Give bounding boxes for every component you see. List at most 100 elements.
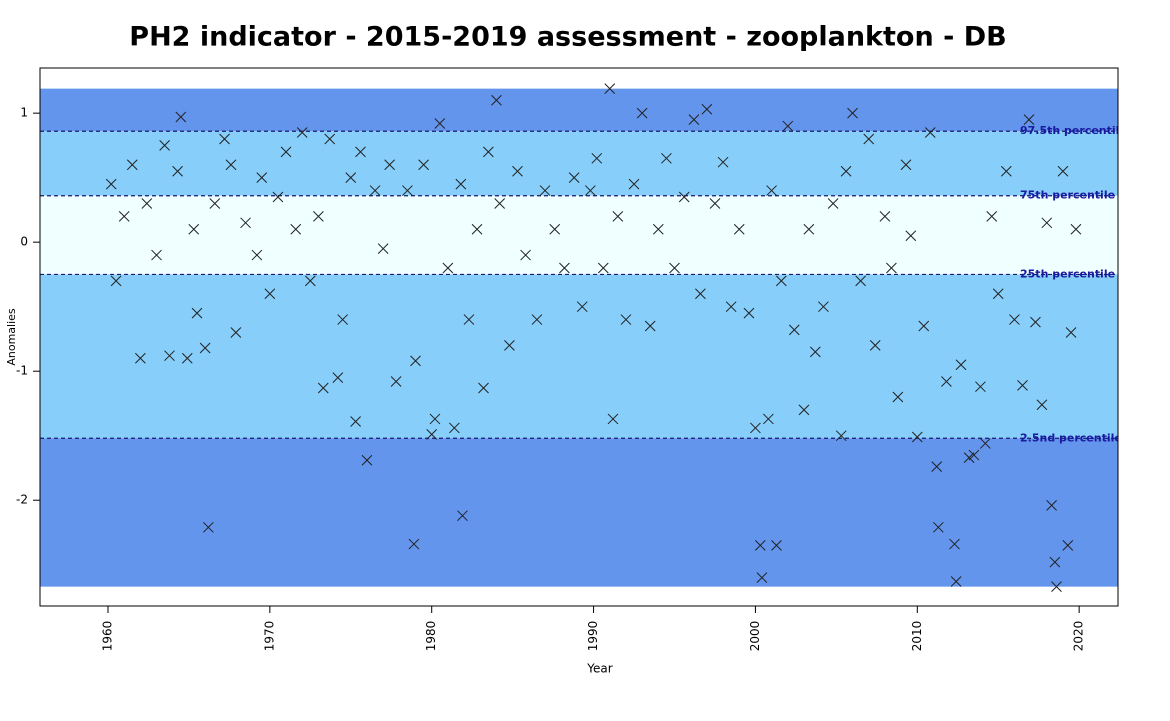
point [549,223,561,235]
point [604,83,616,94]
point [1070,223,1082,235]
point [225,159,237,171]
point [442,262,454,274]
percentile-label: 2.5nd percentile [1020,431,1122,444]
point [950,576,962,587]
point [251,249,263,261]
point [355,146,366,158]
point [911,431,923,443]
y-tick-label: -1 [16,364,28,378]
point [240,217,251,229]
point [520,249,531,261]
point [1046,500,1057,511]
band [40,131,1118,196]
point [1049,556,1061,568]
point [429,413,441,425]
y-tick-label: -2 [16,493,28,507]
point [483,146,494,158]
point [743,307,755,319]
x-tick-label: 2010 [910,621,924,652]
band [40,195,1118,275]
point [756,572,768,583]
point [1062,540,1074,551]
point [199,342,211,354]
point [434,118,446,129]
point [941,376,952,387]
point [1057,165,1069,177]
point [568,172,580,184]
point [900,159,912,171]
point [202,521,214,533]
band [40,274,1118,439]
chart-title: PH2 indicator - 2015-2019 assessment - z… [129,22,1006,53]
point [1009,314,1020,325]
point [584,185,596,196]
point [591,152,603,164]
point [847,107,858,119]
point [576,301,588,313]
point [390,376,402,387]
point [181,352,193,364]
point [504,340,515,351]
point [827,198,839,209]
point [491,94,502,106]
point [471,223,483,235]
x-tick-label: 1990 [586,621,600,652]
point [763,413,774,425]
point [494,198,506,209]
point [377,243,389,254]
point [426,429,438,440]
point [384,159,395,171]
point [725,301,737,313]
point [118,211,130,222]
point [337,314,349,325]
point [317,382,329,394]
point [818,301,829,313]
point [869,340,881,351]
point [256,172,268,184]
point [264,288,276,300]
point [750,422,761,434]
point [695,288,706,300]
x-tick-label: 1980 [424,621,438,652]
point [809,346,821,358]
point [644,320,656,332]
point [688,114,700,125]
point [369,185,381,196]
point [457,510,468,522]
point [478,382,489,394]
x-axis-label: Year [586,662,612,676]
point [931,461,943,473]
point [1000,165,1012,177]
point [159,140,170,151]
y-tick-label: 0 [20,235,28,249]
point [219,133,230,145]
point [141,198,153,209]
point [1030,316,1041,328]
point [408,538,420,550]
point [924,127,936,138]
point [709,198,721,209]
band [40,88,1118,132]
point [151,249,162,261]
x-tick-label: 1960 [100,621,114,652]
point [597,262,609,274]
point [775,275,787,287]
percentile-label: 75th percentile [1020,189,1115,202]
point [304,275,316,287]
point [612,211,624,222]
point [717,156,729,168]
point [110,275,122,287]
point [332,372,344,383]
point [992,288,1004,300]
point [678,191,690,203]
point [798,404,810,416]
point [840,165,852,177]
point [669,262,680,274]
point [188,223,200,235]
point [135,352,146,364]
point [963,452,975,463]
x-tick-label: 1970 [262,621,276,652]
point [979,438,991,449]
point [905,230,917,242]
